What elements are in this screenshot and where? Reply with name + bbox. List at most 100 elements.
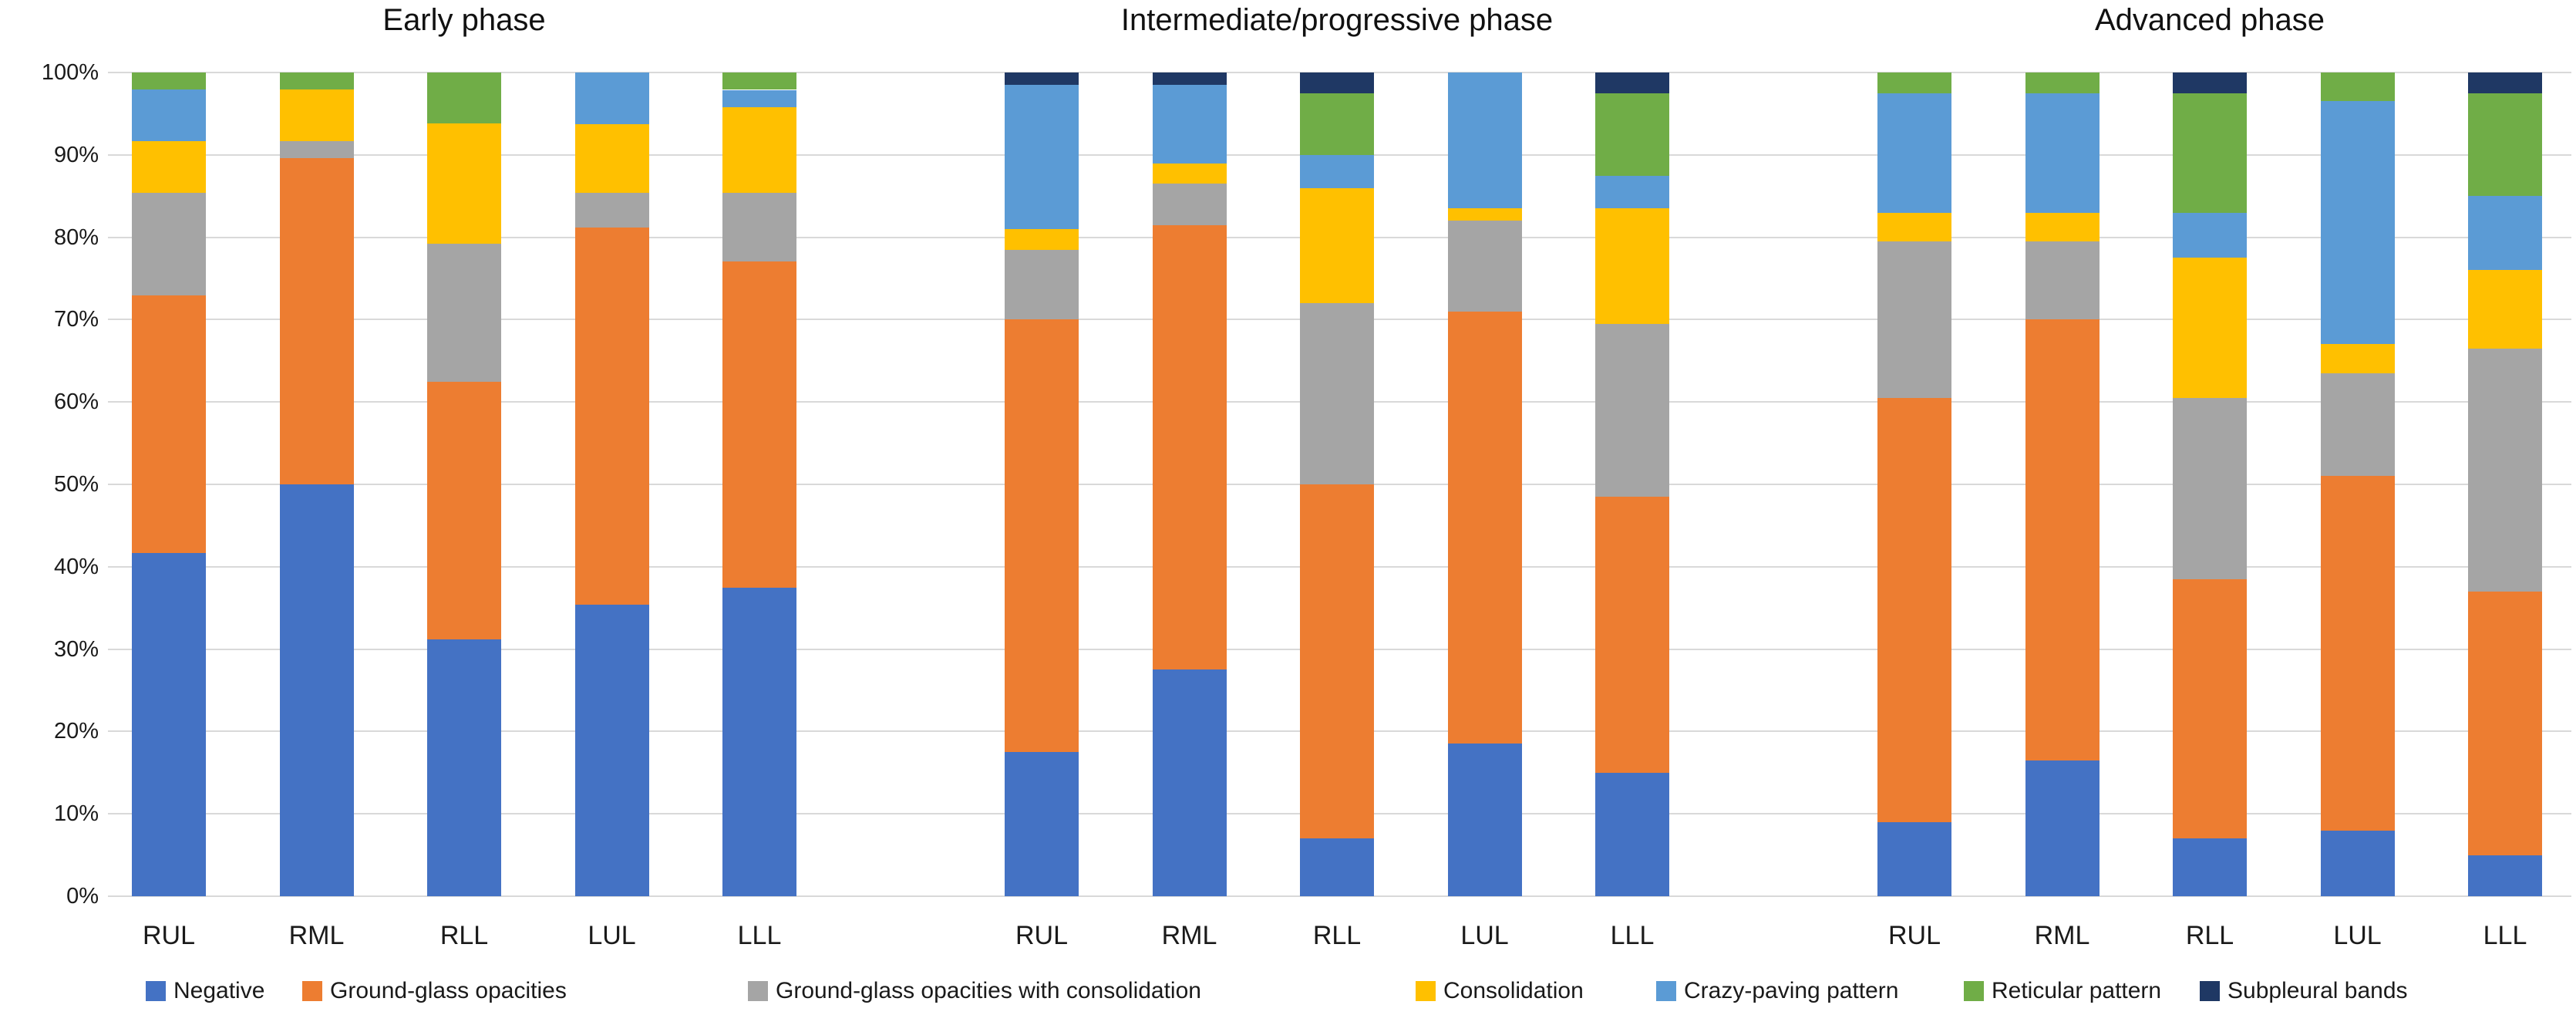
- y-tick-label: 80%: [53, 224, 99, 250]
- bar-segment: [2320, 373, 2395, 477]
- bar-segment: [132, 140, 206, 193]
- bar-segment: [1877, 397, 1951, 822]
- bar-segment: [279, 484, 354, 896]
- bar-segment: [2468, 93, 2542, 197]
- bar-segment: [2468, 270, 2542, 349]
- legend-item: Reticular pattern: [1964, 978, 2161, 1004]
- legend-swatch-icon: [302, 981, 322, 1001]
- bar-segment: [427, 381, 501, 639]
- bar-segment: [1877, 212, 1951, 241]
- y-tick-label: 10%: [53, 801, 99, 827]
- bar-segment: [574, 124, 649, 193]
- bar-segment: [1152, 163, 1227, 184]
- y-tick-label: 0%: [66, 884, 99, 909]
- bar-segment: [2320, 830, 2395, 896]
- bar-segment: [1005, 228, 1079, 250]
- bar-segment: [427, 123, 501, 244]
- legend-label: Reticular pattern: [1992, 978, 2162, 1003]
- bar-segment: [2468, 855, 2542, 896]
- x-tick-label: LLL: [1610, 921, 1655, 950]
- bar-segment: [2320, 344, 2395, 373]
- x-tick-label: RML: [2034, 921, 2090, 950]
- bar-segment: [2025, 93, 2100, 213]
- legend-label: Crazy-paving pattern: [1684, 978, 1899, 1003]
- bar-segment: [2173, 72, 2247, 93]
- legend-item: Crazy-paving pattern: [1656, 978, 1898, 1004]
- bar-segment: [1005, 85, 1079, 229]
- legend-label: Subpleural bands: [2227, 978, 2408, 1003]
- x-tick-label: RLL: [439, 921, 489, 950]
- y-tick-label: 20%: [53, 719, 99, 744]
- bar-segment: [722, 106, 796, 193]
- bar-segment: [1300, 187, 1374, 303]
- bar-segment: [132, 192, 206, 296]
- legend-swatch-icon: [1416, 981, 1436, 1001]
- bar-segment: [2320, 72, 2395, 102]
- bar-segment: [1595, 772, 1669, 896]
- bar-segment: [1447, 311, 1522, 744]
- x-tick-label: RML: [288, 921, 345, 950]
- x-tick-label: LUL: [2333, 921, 2382, 950]
- bar-segment: [1595, 497, 1669, 773]
- bar-segment: [1447, 744, 1522, 896]
- bar-segment: [1152, 224, 1227, 670]
- bar-segment: [2320, 101, 2395, 345]
- y-tick-label: 50%: [53, 472, 99, 497]
- bar-segment: [2173, 93, 2247, 213]
- bar-segment: [132, 295, 206, 553]
- bar-segment: [427, 639, 501, 896]
- y-tick-label: 60%: [53, 389, 99, 415]
- x-tick-label: LUL: [1460, 921, 1509, 950]
- bar-segment: [279, 158, 354, 484]
- bar-segment: [1877, 72, 1951, 93]
- bar-segment: [1152, 72, 1227, 85]
- y-tick-label: 70%: [53, 307, 99, 332]
- bar-segment: [1152, 85, 1227, 164]
- bar-segment: [1447, 221, 1522, 312]
- y-tick-label: 100%: [41, 60, 99, 85]
- bar-segment: [1877, 821, 1951, 896]
- y-tick-label: 30%: [53, 636, 99, 662]
- bar-segment: [132, 552, 206, 896]
- x-tick-label: RUL: [1887, 921, 1941, 950]
- bar-segment: [1595, 175, 1669, 209]
- legend-swatch-icon: [748, 981, 768, 1001]
- bar-segment: [1005, 249, 1079, 320]
- legend-swatch-icon: [1964, 981, 1984, 1001]
- bar-segment: [2025, 241, 2100, 320]
- bar-segment: [722, 72, 796, 90]
- bar-segment: [722, 261, 796, 588]
- bar-segment: [1152, 669, 1227, 896]
- y-tick-label: 40%: [53, 554, 99, 579]
- x-tick-label: RLL: [2185, 921, 2234, 950]
- bar-segment: [279, 89, 354, 141]
- bar-segment: [1300, 838, 1374, 896]
- bar-segment: [2468, 591, 2542, 855]
- x-tick-label: LLL: [2483, 921, 2527, 950]
- group-title-early: Early phase: [382, 3, 546, 37]
- bar-segment: [2468, 72, 2542, 93]
- bar-segment: [2173, 578, 2247, 839]
- bar-segment: [1152, 184, 1227, 225]
- legend-swatch-icon: [146, 981, 166, 1001]
- x-tick-label: RLL: [1312, 921, 1362, 950]
- legend-item: Ground-glass opacities with consolidatio…: [748, 978, 1201, 1004]
- bar-segment: [279, 72, 354, 90]
- bar-segment: [2173, 397, 2247, 579]
- group-title-intermediate: Intermediate/progressive phase: [1120, 3, 1554, 37]
- y-tick-label: 90%: [53, 142, 99, 167]
- bar-segment: [2025, 319, 2100, 760]
- bar-segment: [2025, 72, 2100, 93]
- legend-item: Subpleural bands: [2200, 978, 2408, 1004]
- gridline: [108, 895, 2571, 897]
- legend-swatch-icon: [2200, 981, 2220, 1001]
- bar-segment: [2025, 212, 2100, 241]
- bar-segment: [1300, 484, 1374, 839]
- bar-segment: [2468, 196, 2542, 271]
- bar-segment: [1447, 208, 1522, 221]
- x-tick-label: LLL: [737, 921, 782, 950]
- bar-segment: [1447, 72, 1522, 209]
- bar-segment: [574, 227, 649, 605]
- bar-segment: [574, 604, 649, 896]
